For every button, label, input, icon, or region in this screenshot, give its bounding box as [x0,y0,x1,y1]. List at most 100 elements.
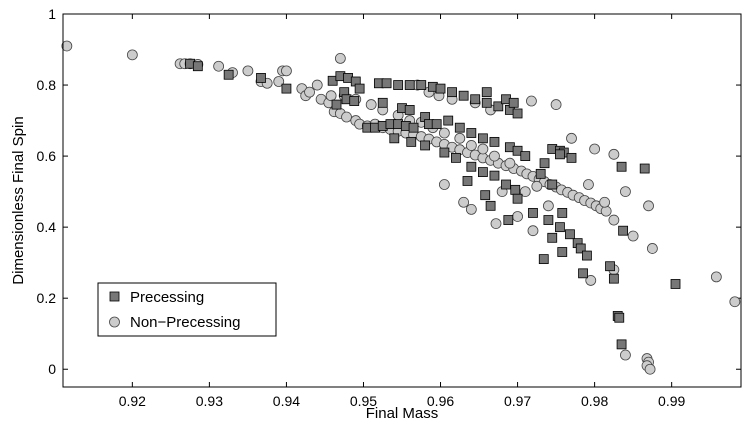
point-precessing [535,168,546,179]
point-precessing [616,161,627,172]
point-non-precessing [589,143,601,155]
point-non-precessing [550,99,562,110]
point-non-precessing [341,111,352,123]
point-precessing [618,225,629,236]
point-non-precessing [273,76,285,87]
point-precessing [608,273,619,284]
point-precessing [512,193,523,204]
point-non-precessing [627,230,639,242]
point-precessing [439,147,450,158]
point-precessing [547,179,558,190]
point-precessing [616,339,627,350]
point-non-precessing [465,140,477,151]
point-non-precessing [566,132,577,144]
point-non-precessing [710,271,722,283]
point-non-precessing [438,179,450,190]
point-non-precessing [458,196,470,208]
point-precessing [520,151,531,161]
x-tick-label: 0.99 [658,393,685,409]
point-precessing [538,254,549,265]
x-tick-label: 0.96 [427,393,454,409]
point-non-precessing [644,363,656,375]
plot-frame [62,13,742,388]
point-precessing [435,83,446,94]
point-precessing [508,97,519,108]
point-precessing [354,83,365,94]
point-precessing [389,133,400,144]
legend-label-non-precessing: Non−Precessing [130,314,240,331]
point-precessing [381,78,392,89]
point-non-precessing [61,40,73,52]
point-non-precessing [334,53,346,64]
x-tick-label: 0.95 [350,393,377,409]
point-precessing [466,128,477,138]
x-tick-label: 0.97 [504,393,531,409]
legend-marker-non-precessing [109,316,120,328]
point-precessing [458,90,469,101]
point-precessing [557,208,568,218]
point-precessing [605,261,615,272]
point-precessing [462,176,473,186]
point-non-precessing [620,186,631,198]
point-precessing [447,87,457,98]
y-tick-label: 0 [48,361,56,377]
point-precessing [489,170,500,181]
point-precessing [404,105,415,115]
legend: Precessing Non−Precessing [97,282,277,337]
point-non-precessing [325,90,337,102]
point-precessing [223,69,234,80]
point-precessing [575,243,586,254]
y-tick-label: 0.2 [37,290,57,306]
point-precessing [547,232,558,243]
point-non-precessing [490,218,502,229]
point-non-precessing [213,60,225,72]
point-non-precessing [519,186,531,198]
points-layer [61,40,741,375]
point-non-precessing [489,150,500,162]
point-precessing [670,279,681,289]
point-precessing [578,268,588,279]
point-non-precessing [643,200,654,212]
point-precessing [477,167,488,177]
point-precessing [512,145,523,156]
point-precessing [431,119,442,130]
point-precessing [408,122,419,133]
y-tick-label: 0.4 [37,219,57,235]
point-precessing [566,152,577,163]
point-non-precessing [311,79,323,91]
point-precessing [406,136,417,147]
point-non-precessing [583,179,594,190]
point-non-precessing [242,65,254,77]
point-non-precessing [477,143,489,155]
point-precessing [470,94,481,105]
point-precessing [639,163,650,174]
point-precessing [582,250,592,261]
x-tick-label: 0.94 [273,393,300,409]
point-precessing [501,179,511,190]
x-tick-label: 0.92 [119,393,146,409]
point-precessing [393,80,404,90]
point-precessing [454,122,465,133]
point-precessing [331,99,342,110]
point-non-precessing [365,99,377,110]
legend-box [97,282,277,337]
point-precessing [377,97,388,108]
y-tick-label: 1 [48,6,56,22]
point-precessing [510,184,521,195]
point-precessing [420,140,431,151]
point-non-precessing [504,157,516,169]
point-non-precessing [454,132,466,144]
point-precessing [539,158,550,169]
point-non-precessing [646,243,658,254]
point-precessing [256,73,266,83]
point-non-precessing [304,86,315,98]
legend-label-precessing: Precessing [130,289,204,306]
point-non-precessing [531,180,543,192]
ticks-layer [63,13,741,387]
point-precessing [489,136,500,147]
x-tick-label: 0.93 [196,393,223,409]
point-precessing [555,149,565,160]
point-non-precessing [281,65,292,77]
point-precessing [503,215,514,225]
point-non-precessing [729,296,741,308]
